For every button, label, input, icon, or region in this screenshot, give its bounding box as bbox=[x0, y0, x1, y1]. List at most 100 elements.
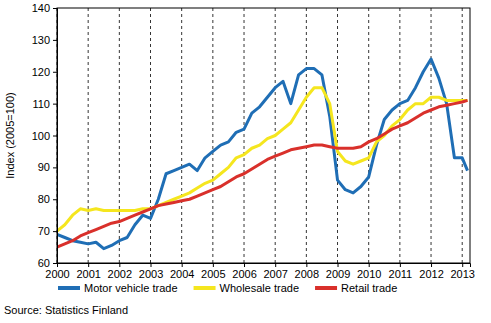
grid-line bbox=[337, 8, 338, 263]
tick-mark bbox=[53, 72, 57, 73]
grid-line bbox=[399, 8, 400, 263]
tick: 130 bbox=[32, 34, 57, 46]
plot: 2000 2001 2002 2003 2004 2005 2006 2007 2008 2009… bbox=[32, 2, 475, 280]
tick-label: 60 bbox=[38, 257, 50, 269]
tick: 60 bbox=[38, 257, 57, 269]
grid-line bbox=[88, 8, 89, 263]
tick-mark bbox=[53, 136, 57, 137]
axis-line bbox=[58, 264, 471, 268]
tick-mark bbox=[213, 263, 214, 267]
tick: 2013 bbox=[450, 263, 474, 280]
tick-label: 70 bbox=[38, 225, 50, 237]
axis-line bbox=[53, 9, 58, 264]
legend-item: Motor vehicle trade bbox=[58, 282, 178, 294]
tick-label: 2012 bbox=[419, 268, 443, 280]
tick-label: 2009 bbox=[326, 268, 350, 280]
tick-mark bbox=[53, 40, 57, 41]
series-line bbox=[57, 88, 468, 231]
tick-label: 90 bbox=[38, 161, 50, 173]
grid-line bbox=[244, 8, 245, 263]
tick: 2009 bbox=[326, 263, 350, 280]
tick-mark bbox=[306, 263, 307, 267]
grid-line bbox=[150, 8, 151, 263]
legend-swatch bbox=[315, 286, 337, 290]
tick-mark bbox=[53, 167, 57, 168]
tick-mark bbox=[182, 263, 183, 267]
chart: 2000 2001 2002 2003 2004 2005 2006 2007 2008 2009… bbox=[0, 0, 491, 323]
tick: 2006 bbox=[232, 263, 256, 280]
legend-item: Wholesale trade bbox=[194, 282, 300, 294]
tick-mark bbox=[400, 263, 401, 267]
legend-label: Retail trade bbox=[341, 282, 397, 294]
grid-line bbox=[119, 8, 120, 263]
tick: 2004 bbox=[170, 263, 194, 280]
tick: 2010 bbox=[357, 263, 381, 280]
legend-label: Motor vehicle trade bbox=[84, 282, 178, 294]
grid-line bbox=[431, 8, 432, 263]
tick-label: 2013 bbox=[450, 268, 474, 280]
series-line bbox=[57, 59, 468, 249]
y-axis: 60 70 80 90 100 110 120 130 140 bbox=[32, 2, 58, 269]
grid bbox=[57, 8, 462, 263]
tick: 140 bbox=[32, 2, 57, 14]
tick-label: 2006 bbox=[232, 268, 256, 280]
tick-mark bbox=[151, 263, 152, 267]
tick-label: 2010 bbox=[357, 268, 381, 280]
tick-label: 2008 bbox=[295, 268, 319, 280]
tick: 2002 bbox=[108, 263, 132, 280]
tick-label: 2000 bbox=[45, 268, 69, 280]
tick-label: 120 bbox=[32, 66, 50, 78]
tick: 110 bbox=[32, 98, 57, 110]
legend: Motor vehicle trade Wholesale trade Retail… bbox=[58, 282, 397, 294]
tick: 80 bbox=[38, 193, 57, 205]
source: Source: Statistics Finland bbox=[4, 304, 128, 316]
tick: 100 bbox=[32, 130, 57, 142]
tick: 2011 bbox=[389, 263, 413, 280]
tick-label: 2002 bbox=[108, 268, 132, 280]
legend-swatch bbox=[58, 286, 80, 290]
tick-label: 2001 bbox=[76, 268, 100, 280]
tick-mark bbox=[53, 263, 57, 264]
tick: 2005 bbox=[201, 263, 225, 280]
tick: 2012 bbox=[419, 263, 443, 280]
tick-label: 130 bbox=[32, 34, 50, 46]
tick-label: 2011 bbox=[389, 268, 413, 280]
tick: 120 bbox=[32, 66, 57, 78]
tick-label: 140 bbox=[32, 2, 50, 14]
tick-label: 80 bbox=[38, 193, 50, 205]
tick: 2007 bbox=[263, 263, 287, 280]
tick-mark bbox=[53, 199, 57, 200]
tick-mark bbox=[88, 263, 89, 267]
tick: 70 bbox=[38, 225, 57, 237]
tick-label: 2005 bbox=[201, 268, 225, 280]
series-group bbox=[57, 59, 468, 249]
plot-frame bbox=[57, 8, 470, 263]
tick-label: 100 bbox=[32, 130, 50, 142]
series-line bbox=[57, 100, 468, 247]
tick-mark bbox=[431, 263, 432, 267]
tick-mark bbox=[244, 263, 245, 267]
tick-label: 110 bbox=[32, 98, 50, 110]
tick-mark bbox=[53, 231, 57, 232]
tick-mark bbox=[275, 263, 276, 267]
grid-line bbox=[212, 8, 213, 263]
tick: 2008 bbox=[295, 263, 319, 280]
tick-mark bbox=[462, 263, 463, 267]
tick-label: 2003 bbox=[139, 268, 163, 280]
tick-mark bbox=[369, 263, 370, 267]
tick: 90 bbox=[38, 161, 57, 173]
grid-line bbox=[462, 8, 463, 263]
grid-line bbox=[306, 8, 307, 263]
legend-label: Wholesale trade bbox=[220, 282, 300, 294]
tick-mark bbox=[53, 8, 57, 9]
tick-mark bbox=[119, 263, 120, 267]
tick: 2001 bbox=[76, 263, 100, 280]
grid-line bbox=[181, 8, 182, 263]
legend-item: Retail trade bbox=[315, 282, 397, 294]
tick: 2003 bbox=[139, 263, 163, 280]
grid-line bbox=[368, 8, 369, 263]
tick-mark bbox=[338, 263, 339, 267]
tick-mark bbox=[53, 104, 57, 105]
y-axis-title: Index (2005=100) bbox=[4, 92, 16, 179]
x-axis: 2000 2001 2002 2003 2004 2005 2006 2007 2008 2009… bbox=[45, 263, 475, 280]
